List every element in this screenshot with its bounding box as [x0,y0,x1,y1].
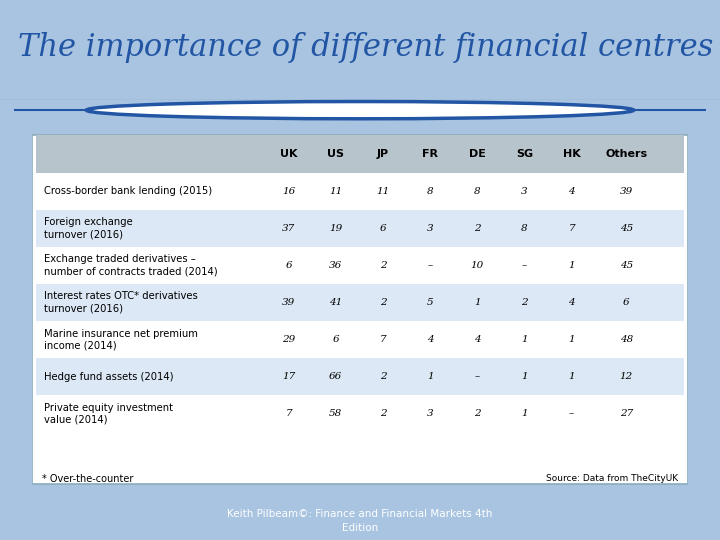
Text: –: – [522,261,527,270]
Text: 2: 2 [379,409,386,418]
Text: 48: 48 [620,335,633,344]
Text: Exchange traded derivatives –
number of contracts traded (2014): Exchange traded derivatives – number of … [44,254,218,276]
Text: 45: 45 [620,224,633,233]
Text: –: – [474,372,480,381]
Text: 12: 12 [620,372,633,381]
Text: Interest rates OTC* derivatives
turnover (2016): Interest rates OTC* derivatives turnover… [44,292,198,313]
Text: 58: 58 [329,409,343,418]
Bar [36,358,684,395]
Text: 1: 1 [521,409,528,418]
Text: 2: 2 [474,224,480,233]
Text: JP: JP [377,149,389,159]
Text: 6: 6 [379,224,386,233]
Text: 7: 7 [285,409,292,418]
Bar [36,247,684,284]
Text: SG: SG [516,149,533,159]
Circle shape [86,102,634,119]
Text: 16: 16 [282,187,295,195]
Text: Foreign exchange
turnover (2016): Foreign exchange turnover (2016) [44,217,133,239]
Text: Others: Others [606,149,647,159]
Text: 1: 1 [568,261,575,270]
Text: 4: 4 [474,335,480,344]
Text: 2: 2 [474,409,480,418]
Text: 2: 2 [379,261,386,270]
Bar [36,173,684,210]
Text: 5: 5 [427,298,433,307]
Text: 1: 1 [474,298,480,307]
Text: 8: 8 [474,187,480,195]
Text: 6: 6 [285,261,292,270]
Text: 8: 8 [521,224,528,233]
Text: DE: DE [469,149,486,159]
Text: Private equity investment
value (2014): Private equity investment value (2014) [44,403,174,425]
Bar [36,395,684,433]
Bar [36,284,684,321]
Text: 10: 10 [471,261,484,270]
Text: 36: 36 [329,261,343,270]
Text: 4: 4 [427,335,433,344]
Text: 17: 17 [282,372,295,381]
Text: Keith Pilbeam©: Finance and Financial Markets 4th
Edition: Keith Pilbeam©: Finance and Financial Ma… [228,509,492,533]
Text: 8: 8 [427,187,433,195]
Text: 1: 1 [568,335,575,344]
Text: 1: 1 [568,372,575,381]
Text: 7: 7 [379,335,386,344]
Text: * Over-the-counter: * Over-the-counter [42,474,134,484]
Text: 3: 3 [427,224,433,233]
Text: 2: 2 [379,298,386,307]
Bar [36,321,684,358]
Text: 4: 4 [568,187,575,195]
Text: 1: 1 [521,335,528,344]
Text: 11: 11 [377,187,390,195]
Text: 45: 45 [620,261,633,270]
Text: 3: 3 [521,187,528,195]
Text: –: – [569,409,575,418]
Bar [36,210,684,247]
Text: 66: 66 [329,372,343,381]
Text: 29: 29 [282,335,295,344]
Text: Cross-border bank lending (2015): Cross-border bank lending (2015) [44,186,212,196]
Text: Source: Data from TheCityUK: Source: Data from TheCityUK [546,474,678,483]
Text: 4: 4 [568,298,575,307]
Text: 27: 27 [620,409,633,418]
Text: 1: 1 [427,372,433,381]
Text: Hedge fund assets (2014): Hedge fund assets (2014) [44,372,174,382]
Text: –: – [428,261,433,270]
Text: 3: 3 [427,409,433,418]
Text: 2: 2 [521,298,528,307]
Text: 39: 39 [620,187,633,195]
Text: 37: 37 [282,224,295,233]
Text: 2: 2 [379,372,386,381]
Text: US: US [328,149,344,159]
Text: 41: 41 [329,298,343,307]
Text: 6: 6 [333,335,339,344]
Text: 1: 1 [521,372,528,381]
Text: 11: 11 [329,187,343,195]
Text: FR: FR [422,149,438,159]
Text: UK: UK [280,149,297,159]
Text: 39: 39 [282,298,295,307]
Bar [36,136,684,173]
Text: HK: HK [563,149,580,159]
Text: The importance of different financial centres: The importance of different financial ce… [18,32,714,64]
Text: Marine insurance net premium
income (2014): Marine insurance net premium income (201… [44,328,198,350]
Text: 7: 7 [568,224,575,233]
Text: 6: 6 [623,298,630,307]
Text: 19: 19 [329,224,343,233]
